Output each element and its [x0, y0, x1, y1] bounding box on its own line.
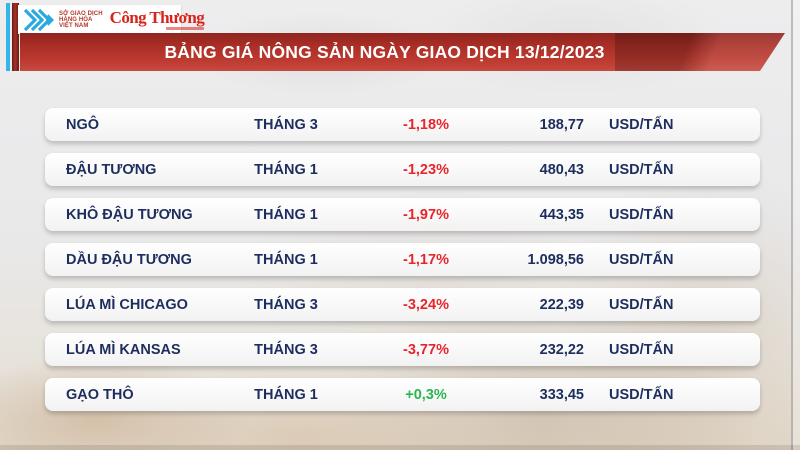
contract-month: THÁNG 1 — [254, 251, 318, 268]
congthuong-wordmark: Công Thương — [109, 8, 205, 27]
price-unit: USD/TẤN — [609, 341, 674, 358]
commodity-name: LÚA MÌ CHICAGO — [66, 296, 188, 313]
table-row: NGÔ THÁNG 3 -1,18% 188,77 USD/TẤN — [45, 108, 760, 141]
contract-month: THÁNG 1 — [254, 386, 318, 403]
bottom-edge-shade — [0, 445, 800, 450]
price-value: 188,77 — [539, 116, 584, 133]
change-percent: -1,97% — [403, 206, 449, 223]
price-value: 222,39 — [539, 296, 584, 313]
commodity-name: NGÔ — [66, 116, 100, 133]
table-row: DẦU ĐẬU TƯƠNG THÁNG 1 -1,17% 1.098,56 US… — [45, 243, 760, 276]
change-percent: -1,17% — [403, 251, 449, 268]
price-value: 333,45 — [539, 386, 584, 403]
change-percent: -3,77% — [403, 341, 449, 358]
congthuong-tagline-bar — [166, 27, 205, 30]
mxv-name-line3: VIỆT NAM — [59, 22, 89, 29]
table-row: KHÔ ĐẬU TƯƠNG THÁNG 1 -1,97% 443,35 USD/… — [45, 198, 760, 231]
contract-month: THÁNG 1 — [254, 206, 318, 223]
commodity-name: GẠO THÔ — [66, 386, 134, 403]
commodity-name: DẦU ĐẬU TƯƠNG — [66, 251, 192, 268]
mxv-name-line1: SỞ GIAO DỊCH — [59, 10, 103, 17]
price-unit: USD/TẤN — [609, 161, 674, 178]
table-row: GẠO THÔ THÁNG 1 +0,3% 333,45 USD/TẤN — [45, 378, 760, 411]
price-unit: USD/TẤN — [609, 206, 674, 223]
mxv-name-line2: HÀNG HÓA — [59, 16, 93, 23]
table-row: LÚA MÌ CHICAGO THÁNG 3 -3,24% 222,39 USD… — [45, 288, 760, 321]
page-title: BẢNG GIÁ NÔNG SẢN NGÀY GIAO DỊCH 13/12/2… — [164, 42, 605, 62]
commodity-name: ĐẬU TƯƠNG — [66, 161, 157, 178]
mxv-exchange-name: SỞ GIAO DỊCH HÀNG HÓA VIỆT NAM — [59, 11, 103, 29]
mxv-diamond-shape — [46, 13, 54, 26]
title-banner: BẢNG GIÁ NÔNG SẢN NGÀY GIAO DỊCH 13/12/2… — [20, 33, 785, 71]
congthuong-logo: Công Thương — [109, 8, 205, 30]
change-percent: -3,24% — [403, 296, 449, 313]
right-edge-line — [791, 0, 793, 450]
price-table: NGÔ THÁNG 3 -1,18% 188,77 USD/TẤN ĐẬU TƯ… — [45, 108, 760, 423]
price-unit: USD/TẤN — [609, 386, 674, 403]
price-unit: USD/TẤN — [609, 116, 674, 133]
header-logo-box: SỞ GIAO DỊCH HÀNG HÓA VIỆT NAM Công Thươ… — [18, 5, 205, 34]
price-unit: USD/TẤN — [609, 251, 674, 268]
commodity-name: KHÔ ĐẬU TƯƠNG — [66, 206, 193, 223]
contract-month: THÁNG 3 — [254, 296, 318, 313]
right-edge-strip — [793, 0, 800, 450]
commodity-name: LÚA MÌ KANSAS — [66, 341, 181, 358]
change-percent: -1,18% — [403, 116, 449, 133]
price-value: 443,35 — [539, 206, 584, 223]
left-accent-cyan-bar — [6, 3, 10, 71]
contract-month: THÁNG 3 — [254, 116, 318, 133]
price-value: 1.098,56 — [527, 251, 584, 268]
mxv-exchange-icon — [23, 8, 54, 31]
table-row: LÚA MÌ KANSAS THÁNG 3 -3,77% 232,22 USD/… — [45, 333, 760, 366]
contract-month: THÁNG 3 — [254, 341, 318, 358]
change-percent: +0,3% — [405, 386, 447, 403]
price-unit: USD/TẤN — [609, 296, 674, 313]
left-accent-maroon-bar — [12, 3, 19, 71]
contract-month: THÁNG 1 — [254, 161, 318, 178]
price-value: 480,43 — [539, 161, 584, 178]
price-value: 232,22 — [539, 341, 584, 358]
table-row: ĐẬU TƯƠNG THÁNG 1 -1,23% 480,43 USD/TẤN — [45, 153, 760, 186]
change-percent: -1,23% — [403, 161, 449, 178]
